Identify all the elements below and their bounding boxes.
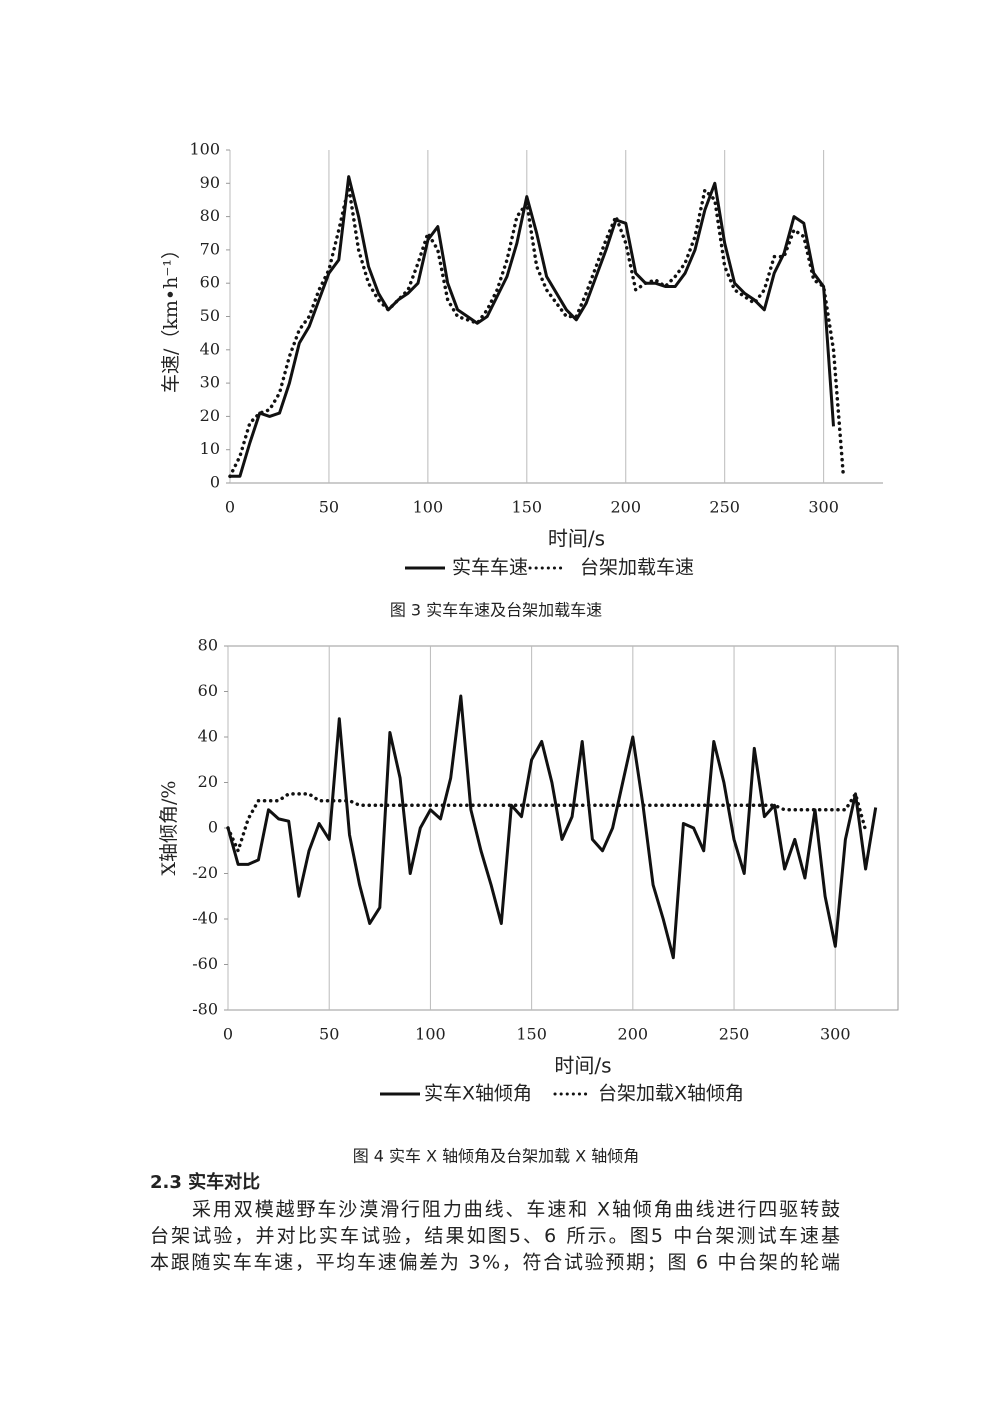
series-line (230, 175, 835, 478)
x-tick-label: 250 (719, 1025, 750, 1044)
figure-caption: 图 4 实车 X 轴倾角及台架加载 X 轴倾角 (353, 1147, 640, 1166)
y-tick-label: -60 (192, 954, 218, 973)
x-tick-label: 0 (225, 498, 235, 517)
x-tick-label: 150 (516, 1025, 547, 1044)
y-tick-label: 40 (200, 339, 220, 358)
x-tick-label: 200 (610, 498, 641, 517)
series-line (228, 184, 846, 479)
y-tick-label: 60 (198, 681, 218, 700)
y-tick-label: 80 (200, 206, 220, 225)
y-tick-label: 20 (200, 406, 220, 425)
x-tick-label: 100 (415, 1025, 446, 1044)
paragraph-line: 台架试验，并对比实车试验，结果如图5、6 所示。图5 中台架测试车速基 (150, 1225, 840, 1247)
section-heading: 2.3 实车对比 (150, 1171, 260, 1193)
paragraph-line: 采用双模越野车沙漠滑行阻力曲线、车速和 X轴倾角曲线进行四驱转鼓 (192, 1199, 840, 1221)
y-tick-label: 100 (189, 140, 220, 159)
y-tick-label: 70 (200, 239, 220, 258)
y-tick-label: -80 (192, 1000, 218, 1019)
x-tick-label: 0 (223, 1025, 233, 1044)
y-tick-label: 10 (200, 439, 220, 458)
y-tick-label: 40 (198, 727, 218, 746)
legend-label: 台架加载车速 (580, 557, 694, 579)
y-tick-label: 50 (200, 306, 220, 325)
y-tick-label: 0 (210, 473, 220, 492)
y-tick-label: 20 (198, 772, 218, 791)
x-axis-label: 时间/s (554, 1054, 611, 1078)
x-axis-label: 时间/s (548, 527, 605, 551)
y-tick-label: 80 (198, 636, 218, 655)
y-tick-label: -40 (192, 909, 218, 928)
x-tick-label: 150 (512, 498, 543, 517)
x-tick-label: 250 (709, 498, 740, 517)
legend-label: 实车车速 (452, 557, 528, 579)
x-tick-label: 100 (413, 498, 444, 517)
x-tick-label: 300 (808, 498, 839, 517)
figure-caption: 图 3 实车车速及台架加载车速 (390, 601, 602, 620)
y-tick-label: -20 (192, 863, 218, 882)
legend-label: 实车X轴倾角 (424, 1083, 532, 1105)
y-tick-label: 60 (200, 273, 220, 292)
legend-label: 台架加载X轴倾角 (598, 1083, 744, 1105)
y-axis-label: 车速/（km•h⁻¹） (160, 240, 182, 393)
plot-frame (227, 645, 899, 1011)
x-tick-label: 300 (820, 1025, 851, 1044)
x-tick-label: 50 (319, 498, 339, 517)
series-line (226, 694, 878, 960)
paragraph-line: 本跟随实车车速，平均车速偏差为 3%，符合试验预期；图 6 中台架的轮端 (150, 1252, 840, 1274)
y-tick-label: 90 (200, 173, 220, 192)
x-tick-label: 50 (319, 1025, 339, 1044)
y-axis-label: X轴倾角/% (158, 781, 180, 876)
y-tick-label: 0 (208, 818, 218, 837)
series-line (226, 792, 868, 853)
x-tick-label: 200 (618, 1025, 649, 1044)
y-tick-label: 30 (200, 373, 220, 392)
